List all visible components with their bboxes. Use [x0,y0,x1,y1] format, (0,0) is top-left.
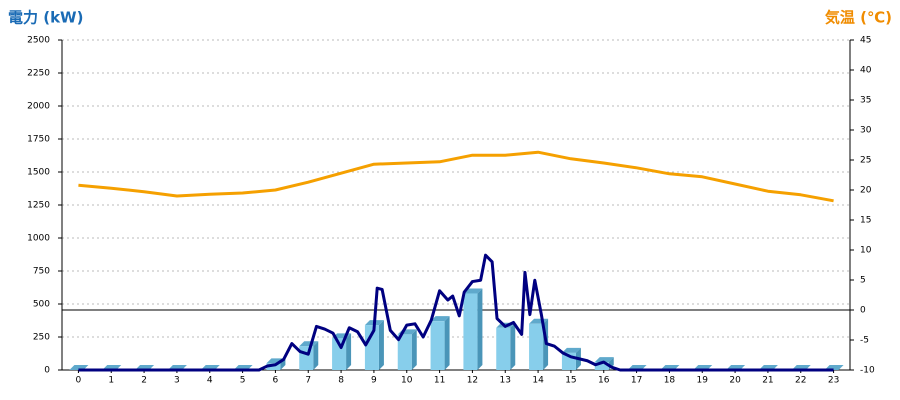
x-tick-label: 11 [434,376,445,386]
bar-top [299,341,319,347]
x-tick-label: 12 [467,376,478,386]
x-tick-label: 7 [305,376,311,386]
x-tick-label: 21 [762,376,773,386]
y2-tick-label: 5 [860,276,866,286]
x-tick-label: 1 [108,376,114,386]
y2-axis-title: 気温 (℃) [825,9,892,27]
x-tick-label: 4 [207,376,213,386]
x-tick-label: 10 [401,376,413,386]
x-tick-label: 23 [828,376,839,386]
bar-top [561,347,581,353]
x-tick-label: 3 [174,376,180,386]
bar [397,334,412,370]
x-tick-label: 22 [795,376,806,386]
x-tick-label: 18 [664,376,676,386]
y-tick-label: 2000 [27,102,50,112]
y2-tick-label: -5 [860,336,869,346]
y2-tick-label: 0 [860,306,866,316]
bar [594,362,609,370]
bar [496,327,511,370]
temperature-line [78,150,834,203]
y2-tick-label: 25 [860,156,871,166]
bar [430,321,445,370]
bar-side [477,288,483,370]
y-tick-label: 1250 [27,201,50,211]
x-tick-label: 17 [631,376,642,386]
bar [529,323,544,370]
bar-top [430,316,450,322]
x-tick-label: 16 [598,376,610,386]
x-tick-label: 9 [371,376,377,386]
x-tick-label: 2 [141,376,147,386]
y-tick-label: 0 [44,366,50,376]
y2-tick-label: 35 [860,96,871,106]
y2-tick-label: -10 [860,366,875,376]
bar [266,363,281,370]
bar [463,293,478,370]
x-tick-label: 6 [273,376,279,386]
x-tick-label: 15 [565,376,576,386]
x-tick-label: 5 [240,376,246,386]
x-tick-label: 8 [338,376,344,386]
power-line [78,253,834,372]
bar-side [510,322,516,370]
bar-top [463,288,483,294]
y-axis-title: 電力 (kW) [8,9,83,27]
x-tick-label: 0 [76,376,82,386]
bar-side [378,320,384,370]
y2-tick-label: 45 [860,36,871,46]
x-tick-label: 13 [500,376,511,386]
x-tick-label: 14 [532,376,544,386]
bar [364,325,379,370]
y2-tick-label: 10 [860,246,872,256]
bar-top [594,357,614,363]
bar-side [313,341,319,370]
y2-tick-label: 15 [860,216,871,226]
y-tick-label: 250 [33,333,50,343]
bar-side [346,333,352,370]
x-tick-label: 19 [697,376,709,386]
y2-tick-label: 20 [860,186,872,196]
y-tick-label: 1000 [27,234,50,244]
y-tick-label: 1500 [27,168,50,178]
y-tick-label: 2250 [27,69,50,79]
bar [299,346,314,370]
y-tick-label: 2500 [27,36,50,46]
y-tick-label: 750 [33,267,50,277]
y-tick-label: 500 [33,300,50,310]
bar-side [411,329,417,370]
y2-tick-label: 30 [860,126,872,136]
x-tick-label: 20 [729,376,741,386]
y-tick-label: 1750 [27,135,50,145]
y2-tick-label: 40 [860,66,872,76]
bar-side [280,358,286,370]
bar-side [444,316,450,370]
